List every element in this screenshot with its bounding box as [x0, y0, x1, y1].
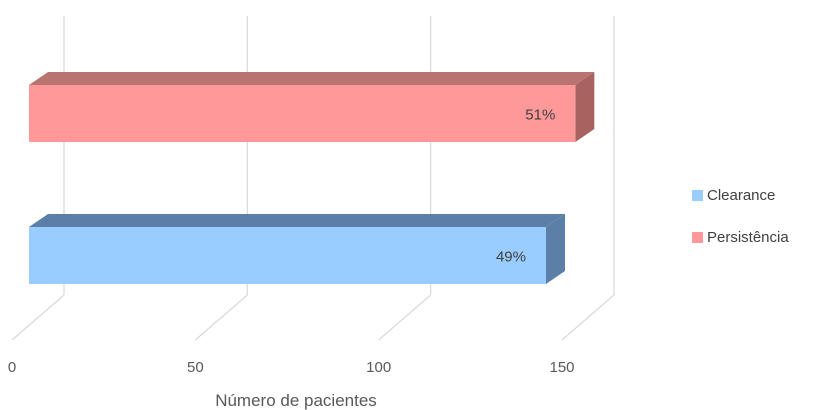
x-tick-label-0: 0	[8, 359, 16, 376]
bar-top-clearance	[29, 214, 565, 227]
bar-side-persistencia	[575, 72, 595, 142]
data-label-clearance: 49%	[496, 249, 526, 266]
legend-label-clearance: Clearance	[707, 186, 776, 204]
gridline-floor-0	[11, 294, 65, 341]
x-tick-label-150: 150	[549, 359, 574, 376]
gridline-floor-50	[194, 294, 248, 341]
x-tick-label-100: 100	[366, 359, 391, 376]
bar-clearance: 49%	[29, 214, 565, 284]
legend-label-persistencia: Persistência	[707, 228, 789, 246]
legend: Clearance Persistência	[692, 184, 789, 268]
bar-side-clearance	[546, 214, 565, 284]
bar-top-persistencia	[29, 72, 595, 85]
legend-swatch-persistencia	[692, 231, 703, 243]
legend-swatch-clearance	[692, 189, 703, 201]
x-axis-title: Número de pacientes	[215, 391, 377, 410]
x-tick-label-50: 50	[187, 359, 204, 376]
data-label-persistencia: 51%	[525, 107, 555, 124]
bar-front-persistencia	[29, 85, 576, 142]
legend-item-persistencia: Persistência	[692, 226, 789, 248]
gridline-floor-150	[561, 294, 615, 341]
gridline-floor-100	[378, 294, 432, 341]
x-tick-labels: 0 50 100 150	[8, 359, 575, 376]
bars-layer: 51% 49%	[29, 72, 595, 284]
bar-front-clearance	[29, 227, 546, 284]
grid-lines	[11, 16, 615, 341]
legend-item-clearance: Clearance	[692, 184, 789, 206]
bar-persistencia: 51%	[29, 72, 595, 142]
